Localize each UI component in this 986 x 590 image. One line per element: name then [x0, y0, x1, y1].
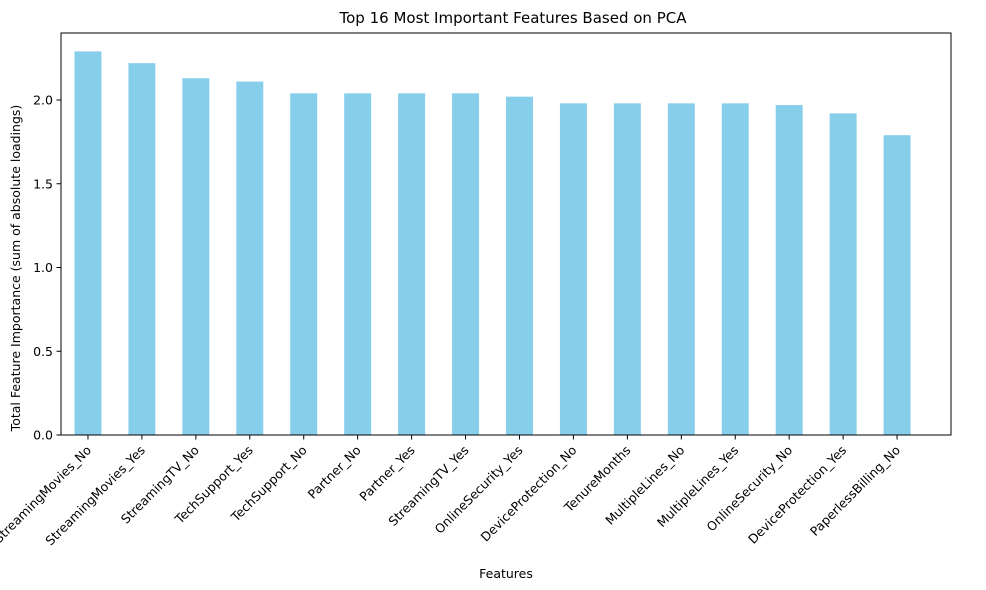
y-tick-label: 2.0	[33, 93, 53, 108]
bar-StreamingMovies_No	[74, 51, 102, 436]
y-tick-label: 1.5	[33, 176, 53, 191]
bar-DeviceProtection_Yes	[829, 113, 857, 436]
bar-PaperlessBilling_No	[883, 135, 911, 435]
bar-Partner_No	[344, 93, 372, 436]
bar-MultipleLines_Yes	[721, 103, 749, 435]
x-tick-label: DeviceProtection_Yes	[745, 443, 849, 547]
x-tick-label: StreamingMovies_No	[0, 443, 94, 546]
bar-OnlineSecurity_Yes	[506, 96, 533, 436]
bar-TechSupport_Yes	[236, 81, 264, 435]
bar-Partner_Yes	[398, 93, 426, 436]
bar-OnlineSecurity_No	[775, 105, 803, 435]
y-tick-label: 0.0	[33, 428, 53, 443]
bar-StreamingTV_Yes	[452, 93, 480, 436]
x-tick-label: PaperlessBilling_No	[807, 443, 903, 539]
y-axis: 0.0 0.5 1.0 1.5 2.0	[33, 93, 61, 443]
x-axis-label: Features	[479, 566, 533, 581]
y-tick-label: 0.5	[33, 344, 53, 359]
plot-frame	[60, 32, 952, 436]
y-tick-label: 1.0	[33, 260, 53, 275]
bar-TenureMonths	[613, 103, 641, 435]
bar-StreamingTV_No	[182, 78, 210, 435]
chart-title: Top 16 Most Important Features Based on …	[339, 9, 688, 27]
x-tick-label: Partner_No	[305, 443, 364, 502]
x-tick-label: DeviceProtection_No	[478, 443, 580, 545]
bars-group	[74, 51, 911, 436]
bar-TechSupport_No	[290, 93, 318, 436]
y-axis-label: Total Feature Importance (sum of absolut…	[8, 105, 23, 433]
bar-StreamingMovies_Yes	[128, 63, 156, 436]
x-tick-label: StreamingMovies_Yes	[42, 443, 148, 549]
bar-MultipleLines_No	[667, 103, 695, 435]
bar-DeviceProtection_No	[559, 103, 587, 435]
x-axis: StreamingMovies_NoStreamingMovies_YesStr…	[0, 435, 903, 548]
